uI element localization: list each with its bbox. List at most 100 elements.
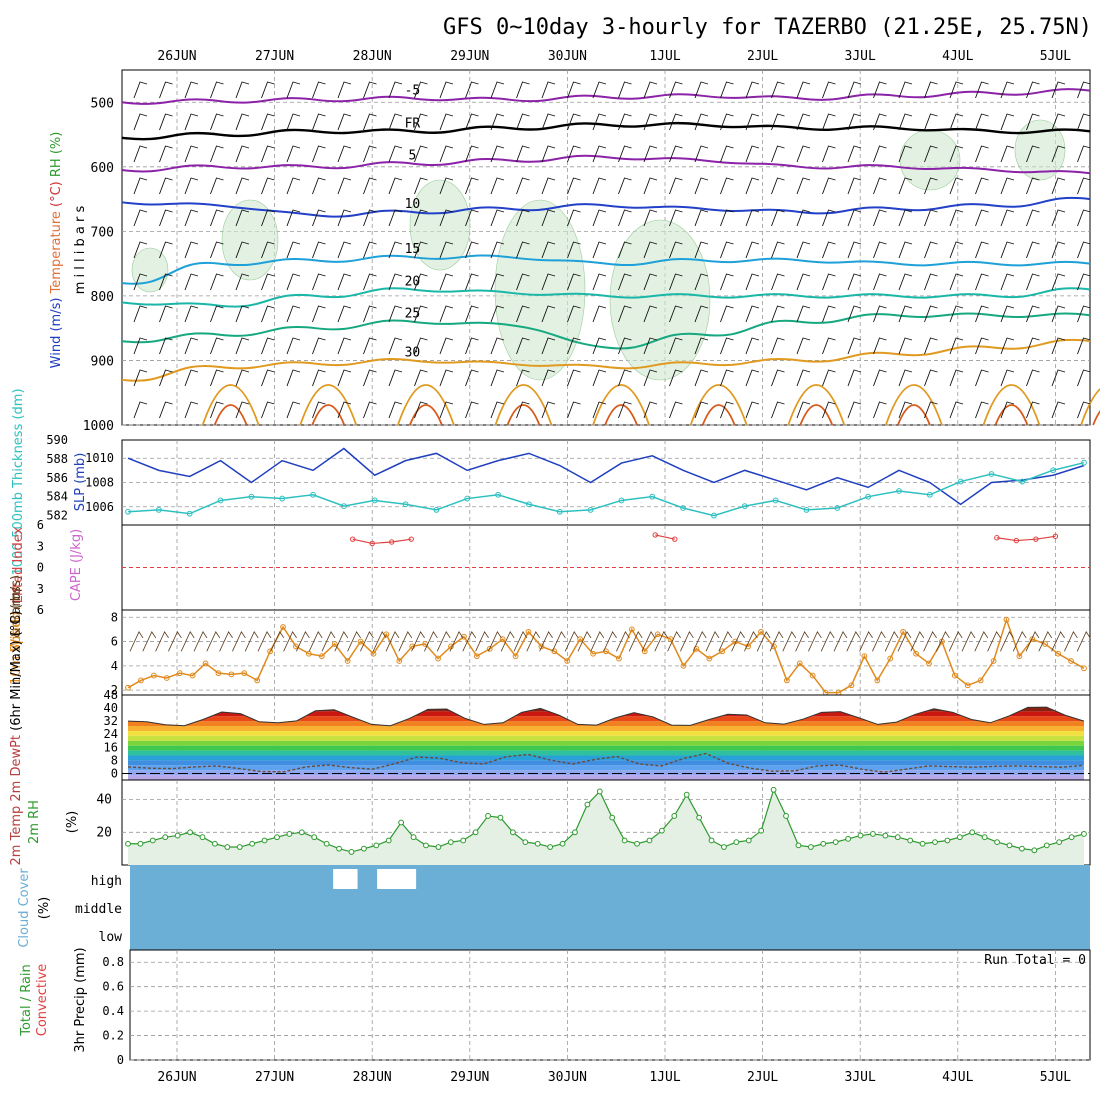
surface-wind-barb [244,631,259,652]
wind-barb [1000,177,1015,195]
wind-barb [873,81,887,99]
wind-barb [771,81,785,99]
wind-barb [210,145,224,163]
wind-speed-line-marker [460,633,467,640]
isotherm-line [121,88,1091,105]
rh-marker [435,844,442,850]
wind-speed-line-marker [409,643,416,650]
wind-barb [924,241,938,259]
wind-barb [975,177,989,195]
surface-wind-barb [360,631,374,652]
wind-speed-line-marker [861,653,868,660]
rh-marker [236,844,243,850]
surface-wind-barb [769,631,784,652]
wind-barb [210,113,224,131]
rh-tick-label: 40 [96,793,112,808]
wind-barb [261,113,275,131]
ylabel-part: & Barbs [9,586,24,638]
wind-barb [898,113,913,131]
temp-tick-label: 16 [104,740,118,754]
bottom-date-labels: 26JUN 27JUN 28JUN 29JUN 30JUN 1JUL 2JUL 3JUL 4JU… [157,1070,1071,1085]
wind-barb [694,113,709,131]
wind-barb [898,337,913,355]
wind-barb [924,337,938,355]
surface-wind-barb [270,631,285,652]
wind-barb [541,113,556,131]
wind-barb [210,305,224,323]
wind-barb [286,209,301,227]
date-label-bottom: 1JUL [649,1070,680,1085]
date-label-top: 3JUL [845,49,876,64]
wind-barb [567,113,581,131]
rh-marker [671,813,678,819]
wind-speed-line-marker [758,628,764,635]
wind-barb [312,305,326,323]
wind-barb [975,369,989,387]
rh-marker [609,814,616,821]
wind-frame [121,609,1091,696]
wind-barb [133,337,148,355]
wind-barb [133,369,148,387]
wind-barb [669,145,683,163]
rh-marker [1019,845,1025,852]
rh-marker [149,837,156,844]
temp-tick-label: 48 [104,688,118,702]
wind-speed-line-marker [163,675,170,681]
thickness-line-marker [1081,459,1087,466]
wind-barb [159,401,173,419]
wind-barb [745,177,760,195]
date-label-bottom: 5JUL [1040,1070,1071,1085]
wind-speed-line-marker [1081,665,1087,672]
rh-marker [584,801,591,808]
wind-speed-line-marker [990,658,997,664]
wind-barb [388,241,403,259]
wind-barb [312,401,326,419]
temp-band [128,760,1084,766]
temp-band [128,740,1084,746]
temp-band [128,726,1084,731]
li-tick-label: 6 [37,518,44,532]
wind-barb [669,209,683,227]
thickness-line [127,461,1085,517]
surface-wind-barb [616,631,630,652]
wind-barb [414,81,428,99]
thickness-line-marker [556,508,563,515]
ylabel-part: (m/s) [49,298,64,336]
wind-barb [745,305,760,323]
wind-barb [541,369,556,387]
wind-barb [235,337,250,355]
wind-barb [516,81,530,99]
surface-wind-barb [475,631,489,652]
rh-marker [1043,842,1050,849]
wind-barb [771,369,785,387]
surface-wind-barb [206,631,221,652]
wind-tick-label: 8 [111,610,118,624]
wind-speed-line-marker [499,636,506,643]
wind-barb [465,241,479,259]
wind-barb [133,305,148,323]
wind-barb [516,145,530,163]
isotherm-line [121,196,1091,218]
surface-wind-barb [129,631,144,652]
rh-marker [932,839,938,846]
li-line [996,535,1056,542]
rh-marker [994,839,1000,846]
precip-ylabel-convective: Convective [35,964,50,1037]
wind-barb [465,81,479,99]
ylabel-part: (6hr Min/Max) [9,640,24,735]
wind-barb [490,273,505,291]
thickness-line-marker [711,512,717,519]
thickness-line-marker [649,493,656,500]
wind-barb [847,305,862,323]
wind-barb [159,81,173,99]
wind-barb [924,81,938,99]
precip-tick-label: 0.8 [102,955,124,969]
wind-barb [1051,401,1066,419]
temp-tick-label: 40 [104,701,118,715]
surface-wind-barb [654,631,669,652]
wind-barb [1000,241,1015,259]
surface-wind-barb [1025,631,1040,652]
wind-barb [1000,113,1015,131]
rh-marker [981,834,988,841]
wind-barb [516,273,530,291]
